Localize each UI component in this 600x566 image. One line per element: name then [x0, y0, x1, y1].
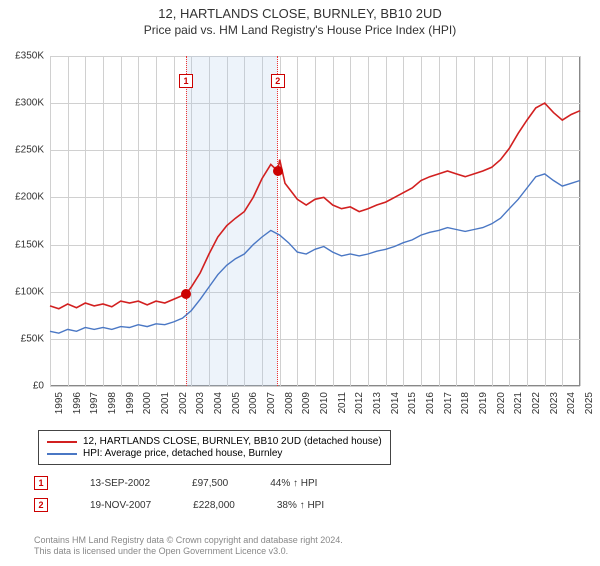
sale-price: £228,000 — [193, 500, 235, 511]
x-axis-tick: 2003 — [195, 392, 206, 414]
y-axis-tick: £350K — [15, 51, 44, 62]
footer-attribution: Contains HM Land Registry data © Crown c… — [34, 535, 343, 558]
legend-label: 12, HARTLANDS CLOSE, BURNLEY, BB10 2UD (… — [83, 436, 382, 447]
x-axis-tick: 2012 — [354, 392, 365, 414]
y-axis-tick: £150K — [15, 239, 44, 250]
x-axis-tick: 2002 — [178, 392, 189, 414]
x-axis-tick: 2007 — [266, 392, 277, 414]
sale-date: 13-SEP-2002 — [90, 478, 150, 489]
sale-delta: 38% ↑ HPI — [277, 500, 324, 511]
sale-marker-ref-2: 2 — [34, 498, 48, 512]
x-axis-tick: 2014 — [390, 392, 401, 414]
sale-point-1 — [181, 289, 191, 299]
x-axis-tick: 2018 — [460, 392, 471, 414]
y-axis-tick: £0 — [33, 381, 44, 392]
sale-marker-1: 1 — [179, 74, 193, 88]
sale-record-row: 2 19-NOV-2007 £228,000 38% ↑ HPI — [34, 498, 324, 512]
sale-price: £97,500 — [192, 478, 228, 489]
x-axis-tick: 2023 — [549, 392, 560, 414]
series-line-price_paid — [50, 103, 580, 309]
legend-label: HPI: Average price, detached house, Burn… — [83, 448, 282, 459]
x-axis-tick: 1998 — [107, 392, 118, 414]
x-axis-tick: 2024 — [566, 392, 577, 414]
chart-plot: 12 £0£50K£100K£150K£200K£250K£300K£350K … — [50, 56, 580, 386]
sale-date: 19-NOV-2007 — [90, 500, 151, 511]
x-axis-tick: 2022 — [531, 392, 542, 414]
x-axis-tick: 2019 — [478, 392, 489, 414]
x-axis-tick: 2020 — [496, 392, 507, 414]
x-axis-tick: 1996 — [72, 392, 83, 414]
x-axis-tick: 2015 — [407, 392, 418, 414]
x-axis-tick: 2011 — [337, 392, 348, 414]
x-axis-tick: 2013 — [372, 392, 383, 414]
x-axis-tick: 2000 — [142, 392, 153, 414]
x-axis-tick: 2016 — [425, 392, 436, 414]
chart-subtitle: Price paid vs. HM Land Registry's House … — [0, 23, 600, 37]
x-axis-tick: 2008 — [284, 392, 295, 414]
x-axis-tick: 2025 — [584, 392, 595, 414]
chart-title: 12, HARTLANDS CLOSE, BURNLEY, BB10 2UD — [0, 6, 600, 21]
x-axis-tick: 2001 — [160, 392, 171, 414]
x-axis-tick: 2004 — [213, 392, 224, 414]
x-axis-tick: 2006 — [248, 392, 259, 414]
legend-row: 12, HARTLANDS CLOSE, BURNLEY, BB10 2UD (… — [47, 436, 382, 447]
x-axis-tick: 2010 — [319, 392, 330, 414]
x-axis-tick: 2009 — [301, 392, 312, 414]
y-axis-tick: £200K — [15, 192, 44, 203]
sale-point-2 — [273, 166, 283, 176]
x-axis-tick: 1995 — [54, 392, 65, 414]
x-axis-tick: 1997 — [89, 392, 100, 414]
footer-line: Contains HM Land Registry data © Crown c… — [34, 535, 343, 547]
x-axis-tick: 2017 — [443, 392, 454, 414]
series-line-hpi — [50, 174, 580, 333]
y-axis-tick: £250K — [15, 145, 44, 156]
x-axis-tick: 2021 — [513, 392, 524, 414]
footer-line: This data is licensed under the Open Gov… — [34, 546, 343, 558]
x-axis-tick: 2005 — [231, 392, 242, 414]
legend-box: 12, HARTLANDS CLOSE, BURNLEY, BB10 2UD (… — [38, 430, 391, 465]
sale-marker-2: 2 — [271, 74, 285, 88]
sale-marker-ref-1: 1 — [34, 476, 48, 490]
y-axis-tick: £100K — [15, 286, 44, 297]
y-axis-tick: £300K — [15, 98, 44, 109]
x-axis-tick: 1999 — [125, 392, 136, 414]
legend-row: HPI: Average price, detached house, Burn… — [47, 448, 382, 459]
y-axis-tick: £50K — [21, 333, 44, 344]
sale-delta: 44% ↑ HPI — [270, 478, 317, 489]
sale-record-row: 1 13-SEP-2002 £97,500 44% ↑ HPI — [34, 476, 317, 490]
